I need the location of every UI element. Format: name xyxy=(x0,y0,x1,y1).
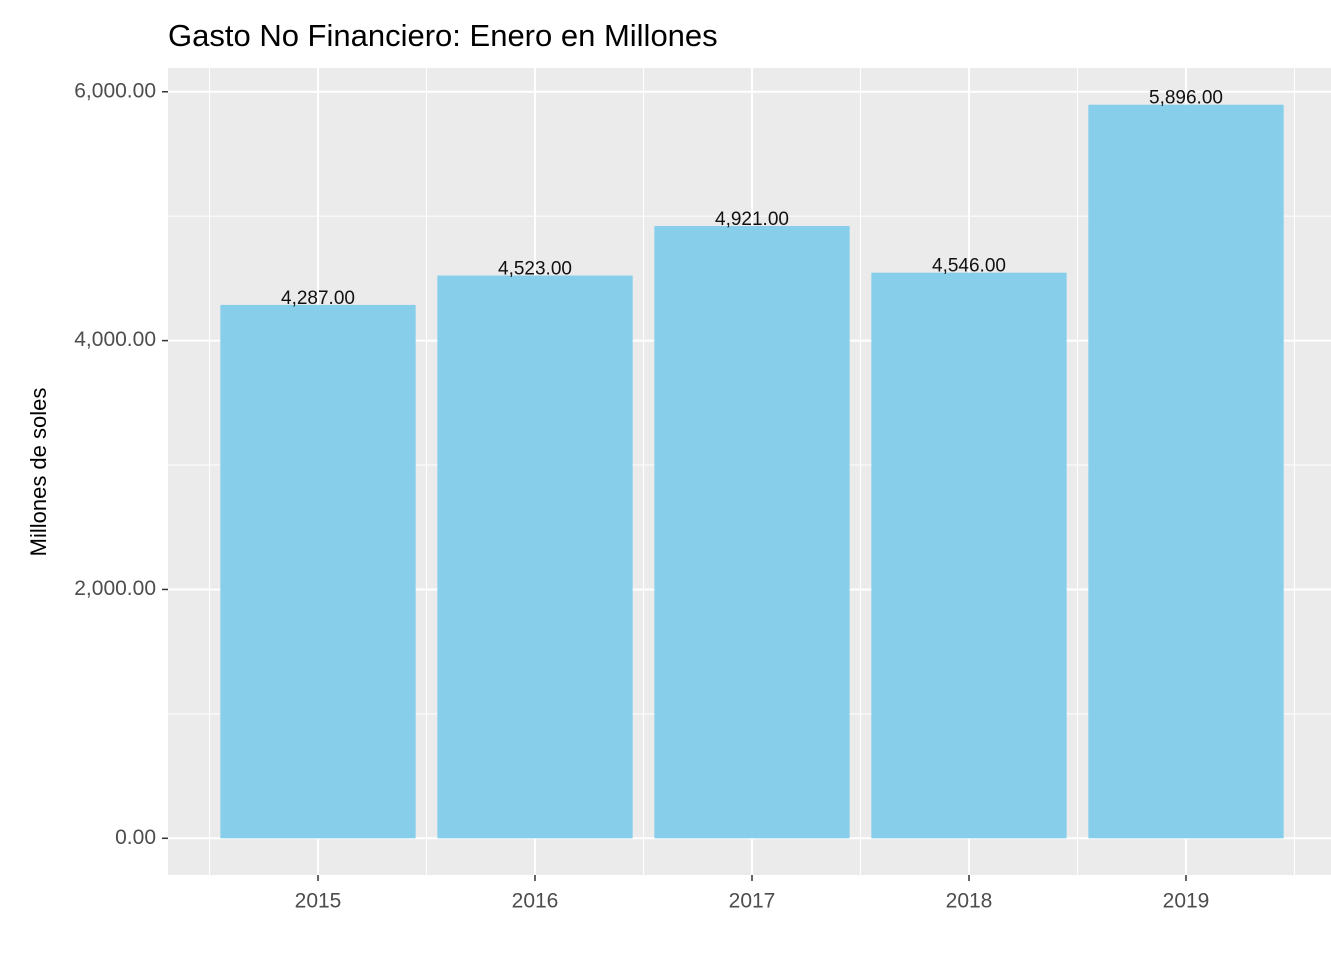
x-tick-label: 2019 xyxy=(1163,890,1210,913)
bar xyxy=(654,226,850,839)
value-label: 4,523.00 xyxy=(498,259,572,280)
y-tick-label: 6,000.00 xyxy=(74,79,156,102)
x-tick-label: 2016 xyxy=(512,890,559,913)
bar xyxy=(220,304,416,839)
x-tick-label: 2018 xyxy=(946,890,993,913)
y-tick-label: 4,000.00 xyxy=(74,328,156,351)
y-tick-label: 0.00 xyxy=(115,826,156,849)
bar xyxy=(871,272,1067,839)
value-label: 5,896.00 xyxy=(1149,88,1223,109)
bar xyxy=(1088,104,1284,839)
chart-title: Gasto No Financiero: Enero en Millones xyxy=(168,18,718,53)
value-label: 4,287.00 xyxy=(281,288,355,309)
x-tick-label: 2017 xyxy=(729,890,776,913)
value-label: 4,546.00 xyxy=(932,256,1006,277)
bar xyxy=(437,275,633,839)
x-tick-label: 2015 xyxy=(295,890,342,913)
y-axis-label: Millones de soles xyxy=(26,388,51,557)
value-label: 4,921.00 xyxy=(715,209,789,230)
y-tick-label: 2,000.00 xyxy=(74,577,156,600)
